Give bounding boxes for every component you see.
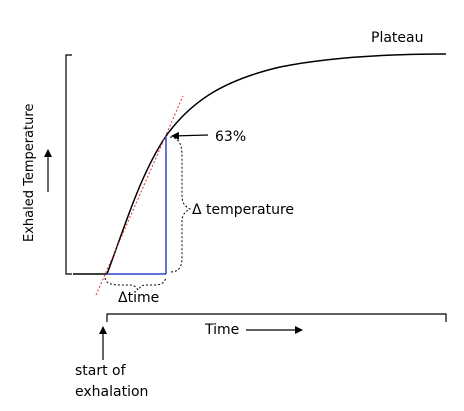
time-axis-label: Time [204, 322, 239, 338]
y-axis-label: Exhaled Temperature [22, 104, 37, 242]
pct63-arrow [171, 131, 209, 140]
delta-temperature-bracket [169, 136, 192, 273]
start-exhalation-label-line1: start of [75, 363, 127, 379]
tangent-line [95, 95, 184, 296]
delta-time-bracket [104, 277, 167, 291]
start-exhalation-label-line2: exhalation [75, 384, 148, 400]
y-axis-bracket [65, 54, 72, 275]
delta-time-label: Δtime [118, 290, 159, 306]
temperature-curve [106, 53, 447, 275]
delta-temperature-label: Δ temperature [192, 202, 294, 218]
time-axis-bracket [106, 313, 447, 322]
plateau-label: Plateau [371, 30, 423, 46]
pct63-label: 63% [215, 129, 246, 145]
